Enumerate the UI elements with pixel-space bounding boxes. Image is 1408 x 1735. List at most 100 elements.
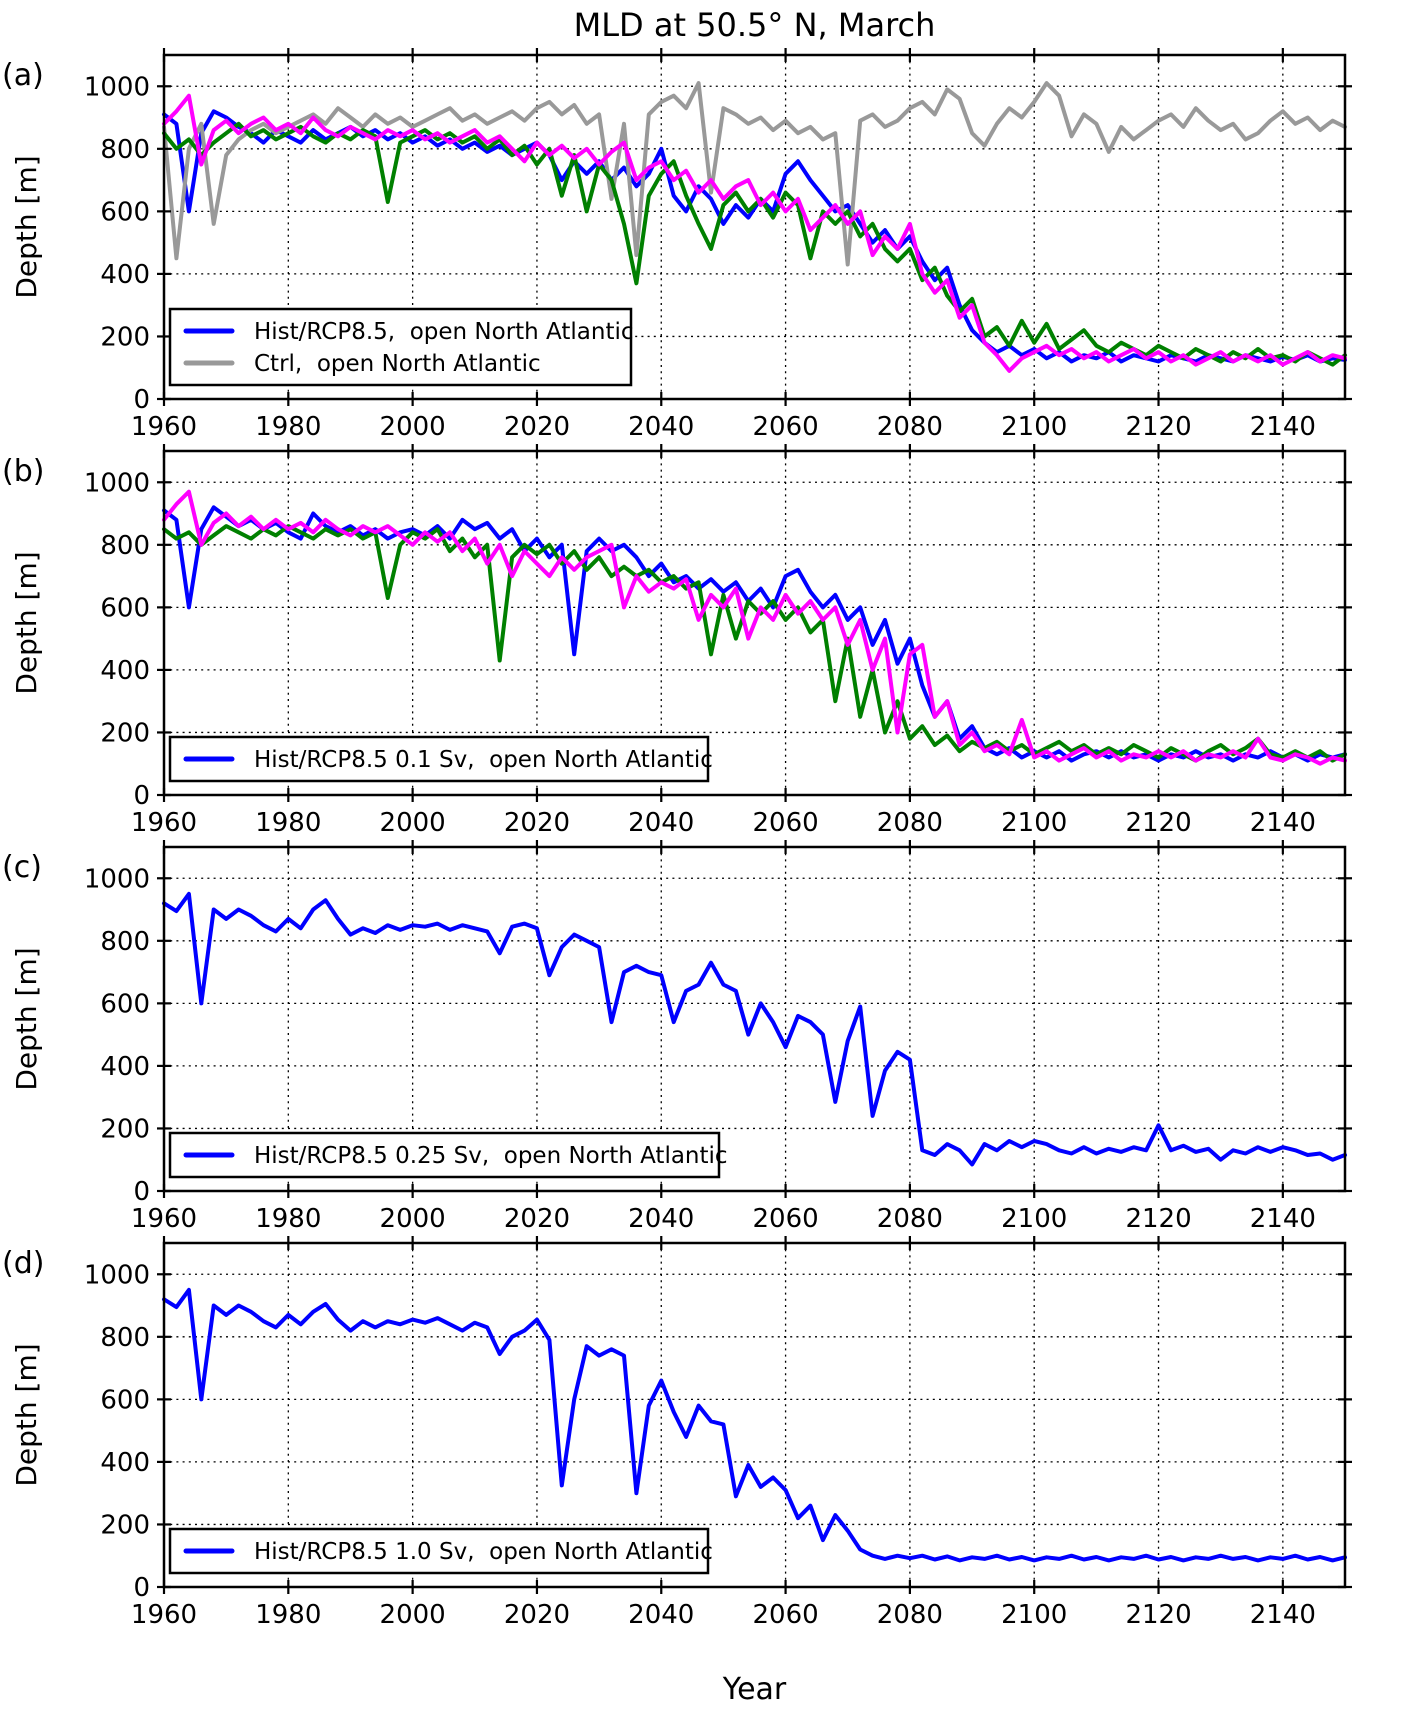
y-tick-label: 200 — [100, 718, 150, 748]
panel-letter: (d) — [2, 1246, 44, 1281]
panel-letter: (b) — [2, 454, 44, 489]
x-axis-title: Year — [722, 1672, 787, 1707]
panel-c: 1960 1980 2000 2020 2040 2060 2080 2100 2120 2140… — [2, 840, 1352, 1234]
x-tick-label: 1980 — [255, 412, 321, 442]
legend-label: Hist/RCP8.5, open North Atlantic — [254, 319, 634, 345]
x-tick-label: 1980 — [255, 808, 321, 838]
y-tick-label: 1000 — [84, 1260, 150, 1290]
y-tick-label: 800 — [100, 531, 150, 561]
x-tick-label: 2080 — [877, 1600, 943, 1630]
y-tick-label: 600 — [100, 1385, 150, 1415]
x-tick-label: 1960 — [131, 1204, 197, 1234]
x-tick-label: 1980 — [255, 1204, 321, 1234]
x-tick-label: 2100 — [1001, 808, 1067, 838]
x-tick-label: 2120 — [1125, 1204, 1191, 1234]
y-tick-label: 0 — [133, 1177, 150, 1207]
legend-label: Ctrl, open North Atlantic — [254, 351, 541, 377]
x-tick-label: 2100 — [1001, 1600, 1067, 1630]
legend-box — [168, 1527, 710, 1575]
y-tick-label: 800 — [100, 927, 150, 957]
legend-box — [168, 1131, 721, 1179]
x-tick-label: 2000 — [380, 1600, 446, 1630]
y-tick-label: 1000 — [84, 468, 150, 498]
x-tick-label: 2020 — [504, 808, 570, 838]
y-tick-label: 200 — [100, 322, 150, 352]
series-ctrl-gray — [162, 81, 1347, 267]
figure-title: MLD at 50.5° N, March — [573, 6, 936, 44]
series-hosing10-blue — [162, 1287, 1347, 1563]
y-axis-label: Depth [m] — [10, 155, 43, 298]
legend-label: Hist/RCP8.5 0.25 Sv, open North Atlantic — [254, 1143, 728, 1169]
x-tick-label: 2140 — [1250, 808, 1316, 838]
y-tick-label: 1000 — [84, 72, 150, 102]
y-tick-label: 600 — [100, 197, 150, 227]
panel-a: 1960 1980 2000 2020 2040 2060 2080 2100 2120 2140… — [2, 48, 1352, 442]
x-tick-label: 2060 — [752, 412, 818, 442]
y-tick-label: 1000 — [84, 864, 150, 894]
x-tick-label: 2060 — [752, 1204, 818, 1234]
x-tick-label: 2140 — [1250, 1204, 1316, 1234]
x-tick-label: 2140 — [1250, 1600, 1316, 1630]
y-tick-label: 600 — [100, 989, 150, 1019]
x-tick-label: 2060 — [752, 808, 818, 838]
legend-label: Hist/RCP8.5 1.0 Sv, open North Atlantic — [254, 1539, 713, 1565]
y-tick-label: 0 — [133, 781, 150, 811]
y-tick-label: 200 — [100, 1510, 150, 1540]
legend-box — [168, 735, 710, 783]
panel-d: 1960 1980 2000 2020 2040 2060 2080 2100 2120 2140… — [2, 1236, 1352, 1630]
y-tick-label: 0 — [133, 385, 150, 415]
y-tick-label: 0 — [133, 1573, 150, 1603]
y-tick-label: 400 — [100, 260, 150, 290]
panel-letter: (a) — [2, 58, 44, 93]
legend: Hist/RCP8.5, open North Atlantic Ctrl, op… — [168, 307, 634, 387]
panel-b: 1960 1980 2000 2020 2040 2060 2080 2100 2120 2140… — [2, 444, 1352, 838]
x-tick-label: 2100 — [1001, 1204, 1067, 1234]
x-tick-label: 2100 — [1001, 412, 1067, 442]
x-tick-label: 2040 — [628, 1204, 694, 1234]
x-tick-label: 1960 — [131, 1600, 197, 1630]
y-tick-label: 200 — [100, 1114, 150, 1144]
x-tick-label: 2040 — [628, 1600, 694, 1630]
y-axis-label: Depth [m] — [10, 1343, 43, 1486]
y-axis-label: Depth [m] — [10, 947, 43, 1090]
series-hosing01-magenta — [162, 489, 1347, 766]
y-tick-label: 400 — [100, 1052, 150, 1082]
x-tick-label: 2020 — [504, 412, 570, 442]
legend: Hist/RCP8.5 0.1 Sv, open North Atlantic — [168, 735, 713, 783]
plot-frame — [162, 53, 1347, 401]
x-tick-label: 2060 — [752, 1600, 818, 1630]
x-tick-label: 2000 — [380, 412, 446, 442]
series-hosing01-green — [162, 524, 1347, 763]
x-tick-label: 2040 — [628, 808, 694, 838]
legend-label: Hist/RCP8.5 0.1 Sv, open North Atlantic — [254, 747, 713, 773]
x-tick-label: 1980 — [255, 1600, 321, 1630]
plot-frame — [162, 1241, 1347, 1589]
x-tick-label: 1960 — [131, 412, 197, 442]
x-tick-label: 1960 — [131, 808, 197, 838]
x-tick-label: 2140 — [1250, 412, 1316, 442]
legend: Hist/RCP8.5 1.0 Sv, open North Atlantic — [168, 1527, 713, 1575]
legend: Hist/RCP8.5 0.25 Sv, open North Atlantic — [168, 1131, 728, 1179]
x-tick-label: 2020 — [504, 1204, 570, 1234]
x-tick-label: 2020 — [504, 1600, 570, 1630]
y-tick-label: 400 — [100, 656, 150, 686]
series-hist-rcp85-magenta — [162, 93, 1347, 373]
y-tick-label: 800 — [100, 135, 150, 165]
x-tick-label: 2080 — [877, 808, 943, 838]
x-tick-label: 2040 — [628, 412, 694, 442]
y-tick-label: 400 — [100, 1448, 150, 1478]
x-tick-label: 2080 — [877, 412, 943, 442]
x-tick-label: 2120 — [1125, 1600, 1191, 1630]
series-hosing025-blue — [162, 891, 1347, 1167]
y-axis-label: Depth [m] — [10, 551, 43, 694]
plot-frame — [162, 449, 1347, 797]
panel-letter: (c) — [2, 850, 42, 885]
legend-box — [168, 307, 633, 387]
y-tick-label: 800 — [100, 1323, 150, 1353]
x-tick-label: 2120 — [1125, 808, 1191, 838]
x-tick-label: 2000 — [380, 808, 446, 838]
x-tick-label: 2080 — [877, 1204, 943, 1234]
y-tick-label: 600 — [100, 593, 150, 623]
